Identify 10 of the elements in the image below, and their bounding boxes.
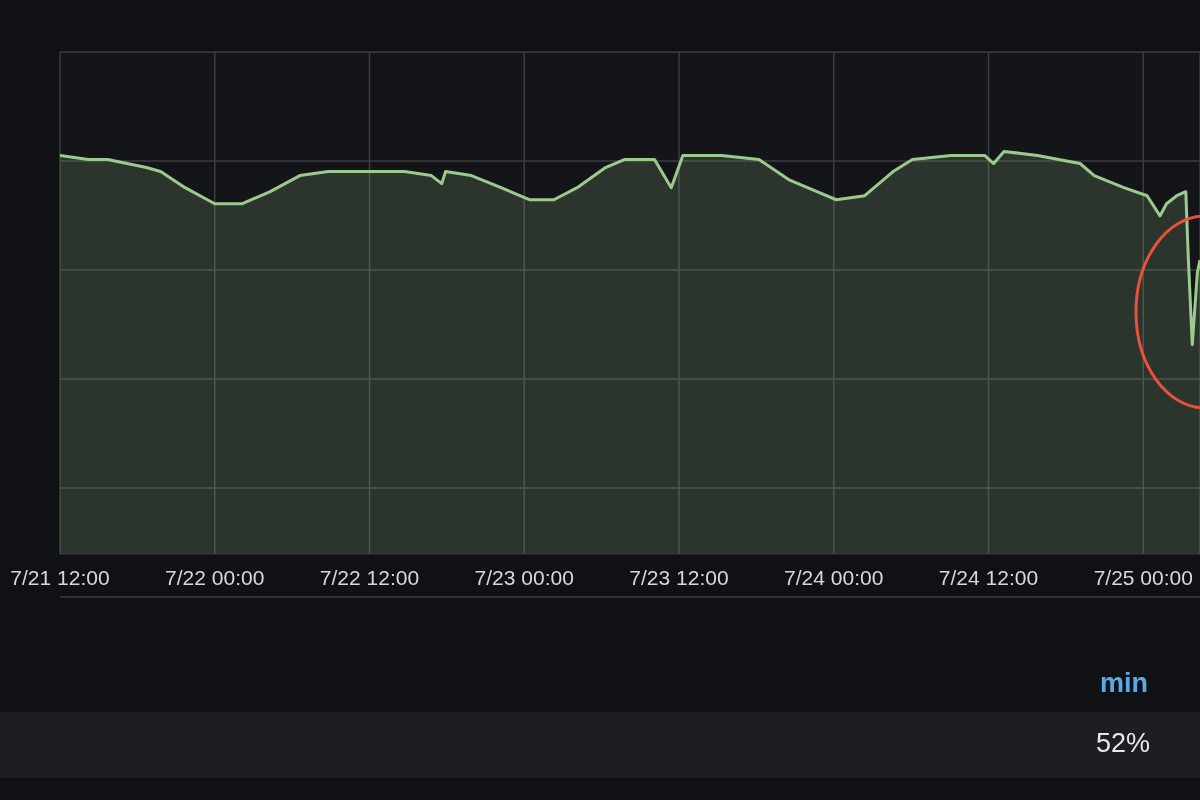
text: min (1100, 668, 1149, 699)
x-tick-label: 7/23 00:00 (474, 565, 574, 589)
x-tick-label: 7/23 12:00 (629, 565, 729, 589)
x-tick-label: 7/25 00:00 (1093, 565, 1193, 589)
x-tick-label: 7/22 12:00 (319, 565, 420, 589)
x-tick-label: 7/21 12:00 (10, 565, 110, 589)
x-tick-label: 7/22 00:00 (165, 565, 265, 589)
text: 52% (1096, 728, 1151, 759)
x-tick-label: 7/24 00:00 (784, 565, 884, 589)
x-tick-label: 7/24 12:00 (938, 565, 1039, 589)
